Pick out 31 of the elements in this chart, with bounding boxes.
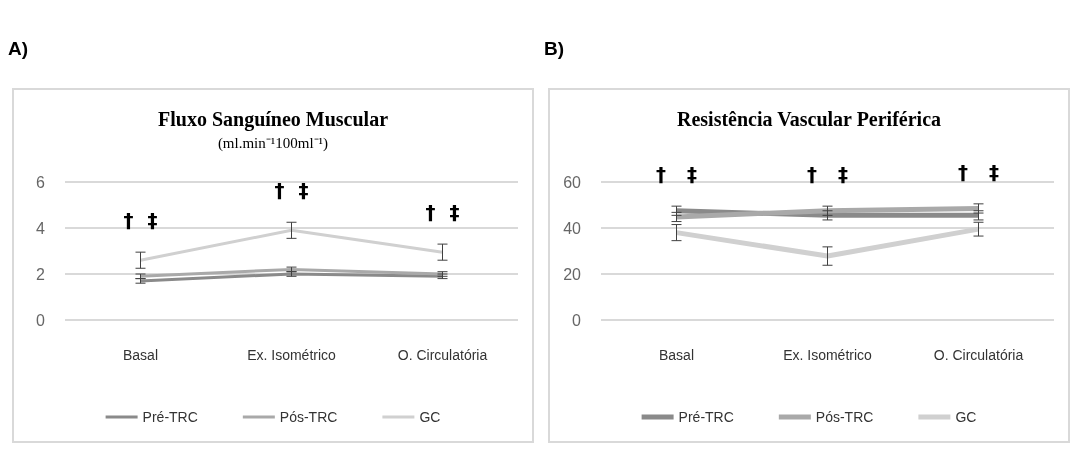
text: B) bbox=[544, 38, 565, 60]
annotation: † ‡ bbox=[807, 162, 848, 187]
x-tick-label: O. Circulatória bbox=[933, 347, 1024, 363]
x-tick-label: Basal bbox=[122, 347, 159, 363]
legend-label: Pós-TRC bbox=[815, 409, 874, 425]
chart-title: Fluxo Sanguíneo Muscular bbox=[157, 108, 389, 131]
annotation: † ‡ bbox=[123, 208, 158, 233]
text: A) bbox=[8, 38, 29, 60]
legend-label: GC bbox=[955, 409, 977, 425]
y-tick-label: 2 bbox=[36, 265, 46, 283]
x-tick-label: Ex. Isométrico bbox=[247, 347, 337, 363]
y-tick-label: 40 bbox=[563, 219, 582, 237]
x-tick-label: O. Circulatória bbox=[397, 347, 488, 363]
y-tick-label: 4 bbox=[36, 219, 46, 237]
y-tick-label: 0 bbox=[572, 311, 582, 329]
annotation: † ‡ bbox=[425, 200, 460, 225]
chart-title: Resistência Vascular Periférica bbox=[676, 108, 942, 130]
y-tick-label: 60 bbox=[563, 173, 582, 191]
legend-label: Pré-TRC bbox=[142, 409, 198, 425]
annotation: † ‡ bbox=[958, 159, 999, 184]
y-tick-label: 0 bbox=[36, 311, 46, 329]
annotation: † ‡ bbox=[656, 162, 697, 187]
chart-subtitle: (ml.min⁻¹100ml⁻¹) bbox=[217, 134, 329, 152]
legend-label: Pré-TRC bbox=[678, 409, 734, 425]
legend-label: GC bbox=[419, 409, 441, 425]
legend-label: Pós-TRC bbox=[279, 409, 338, 425]
x-tick-label: Basal bbox=[658, 347, 695, 363]
x-tick-label: Ex. Isométrico bbox=[783, 347, 873, 363]
y-tick-label: 20 bbox=[563, 265, 582, 283]
annotation: † ‡ bbox=[274, 178, 309, 203]
y-tick-label: 6 bbox=[36, 173, 46, 191]
